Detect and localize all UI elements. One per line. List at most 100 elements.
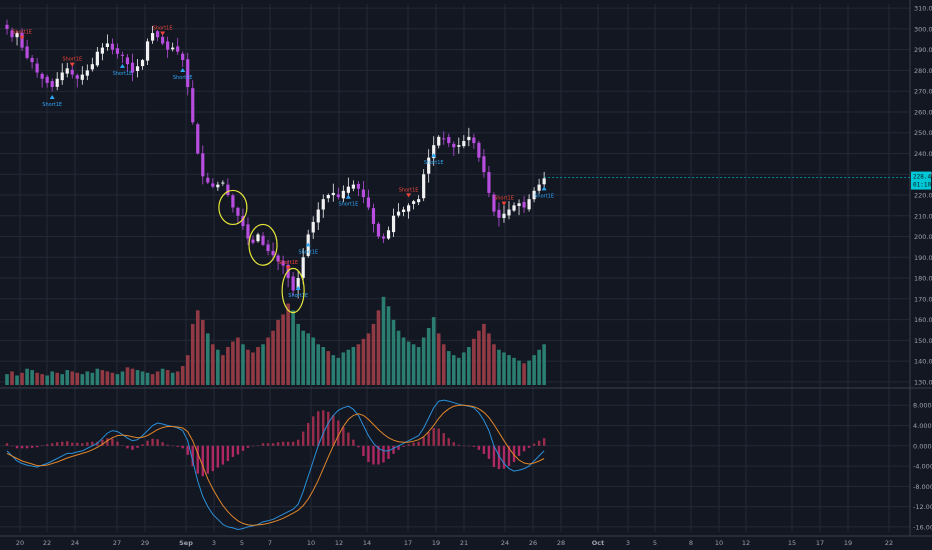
volume-bar [457,357,461,385]
macd-pane[interactable] [5,399,546,531]
time-axis-label: 8 [689,539,693,547]
volume-bar [110,372,115,385]
buy-label: Short1E [173,75,193,81]
time-axis-label: 22 [885,539,893,547]
macd-histogram-bar [136,445,139,448]
macd-histogram-bar [151,438,154,446]
candle-body [361,189,366,198]
candle-body [266,244,270,252]
volume-bar [155,371,160,385]
volume-bar [522,363,526,385]
candle-body [256,234,260,242]
time-axis-label: 19 [432,539,440,547]
volume-bar [381,296,386,385]
candle-body [351,184,355,189]
sell-arrow [160,31,166,36]
candle-body [231,195,235,208]
macd-histogram-bar [337,420,340,446]
volume-bar [115,374,120,385]
price-axis-label: 300.00 [914,25,932,33]
candle-body [296,278,300,290]
macd-histogram-bar [422,437,425,446]
candle-body [186,59,190,88]
buy-arrow [295,286,301,291]
candle-body [527,199,531,210]
candle-body [422,174,426,199]
candle-body [35,63,39,73]
candle-body [512,205,516,211]
volume-bar [130,368,135,385]
macd-histogram-bar [126,445,129,449]
macd-histogram-bar [166,444,169,446]
highlight-ellipse [218,189,248,226]
candle-body [276,255,280,262]
candle-body [301,257,305,278]
volume-bar [271,330,275,385]
time-axis-label: 10 [715,539,723,547]
macd-histogram-bar [266,443,270,446]
macd-histogram-bar [482,445,486,454]
countdown-value: 01:10:23 [913,182,932,189]
candle-body [5,24,9,29]
candle-body [120,54,125,56]
candle-body [371,208,376,225]
volume-bar [195,310,200,385]
macd-histogram-bar [236,445,240,455]
volume-bar [472,338,476,385]
candle-body [150,33,155,41]
candle-body [281,260,285,266]
macd-histogram-bar [106,438,109,446]
macd-histogram-bar [86,442,89,446]
macd-histogram-bar [532,443,536,446]
buy-arrow [541,186,547,191]
candle-body [437,136,441,146]
sell-arrow [501,201,507,206]
macd-histogram-bar [15,445,19,449]
highlight-ellipse [281,267,305,314]
macd-histogram-bar [537,440,541,446]
candle-body [532,190,536,200]
macd-histogram-bar [20,445,24,449]
time-axis-label: 14 [363,539,371,547]
macd-histogram-bar [372,445,375,465]
volume-bar [65,370,70,385]
macd-histogram-bar [76,442,79,446]
grid-lines [0,0,932,537]
candle-body [381,236,386,239]
volume-bar [231,341,235,385]
candle-body [161,36,165,44]
candle-body [356,183,360,189]
volume-bar [336,357,341,385]
price-axis-label: 200.00 [914,233,932,241]
price-axis-label: 240.00 [914,150,932,158]
volume-bar [542,344,546,385]
time-axis-label: 29 [141,539,149,547]
volume-bar [170,372,175,385]
sell-label: Short1E [494,196,514,202]
candle-body [442,138,446,140]
candle-body [507,209,511,216]
candle-body [30,57,34,63]
candle-body [477,142,481,158]
volume-bar [5,374,9,385]
sell-arrow [69,62,75,67]
volume-bar [236,337,240,385]
macd-histogram-bar [5,443,9,446]
macd-histogram-bar [407,444,410,446]
candle-body [40,73,44,79]
price-pane[interactable] [5,19,546,299]
volume-bar [527,360,531,385]
sell-arrow [285,266,291,271]
macd-histogram-bar [116,441,119,446]
volume-bar [241,344,245,385]
volume-bar [401,337,406,385]
buy-label: Short1E [288,293,308,299]
time-axis-label: 17 [816,539,824,547]
time-axis-label: 26 [529,539,537,547]
macd-histogram-bar [417,441,420,446]
macd-histogram-bar [487,445,491,459]
